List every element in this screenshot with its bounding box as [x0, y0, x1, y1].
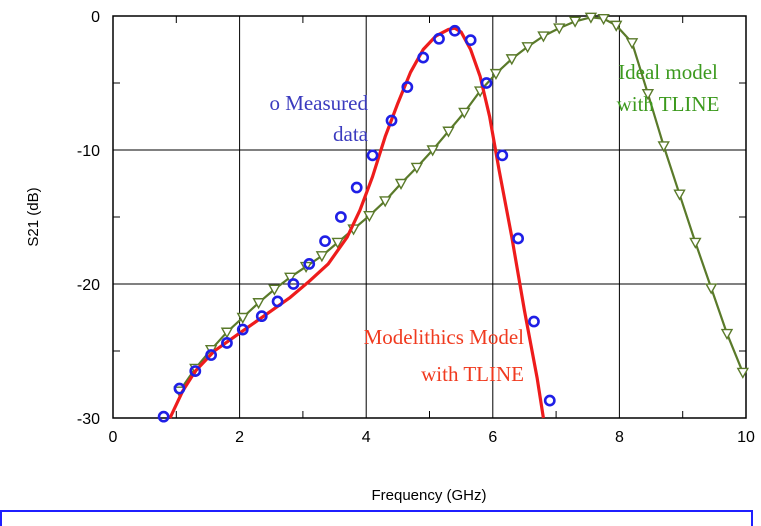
data-point	[385, 114, 398, 127]
data-point	[537, 31, 550, 43]
data-point	[189, 365, 202, 377]
data-point	[410, 162, 424, 174]
x-tick-label: 4	[362, 429, 371, 446]
data-point	[426, 145, 439, 157]
data-point	[268, 284, 281, 296]
x-tick-label: 10	[737, 429, 755, 446]
data-point	[220, 327, 234, 339]
data-point	[433, 32, 445, 45]
y-tick-label: 0	[91, 9, 100, 26]
data-point	[221, 337, 233, 349]
y-axis-label: S21 (dB)	[25, 187, 42, 246]
data-point	[448, 24, 461, 37]
annotations: o Measured data Ideal model with TLINE Model…	[269, 60, 719, 386]
data-point	[394, 178, 408, 190]
data-point	[236, 312, 249, 324]
series-none	[168, 26, 545, 419]
data-point	[512, 232, 525, 245]
x-axis-label: Frequency (GHz)	[371, 487, 486, 504]
x-tick-label: 8	[615, 429, 624, 446]
x-tick-label: 6	[488, 429, 497, 446]
y-tick-label: -20	[77, 277, 100, 294]
series-line	[168, 26, 545, 419]
data-point	[480, 77, 493, 89]
data-point	[625, 38, 639, 50]
data-point	[417, 51, 430, 64]
data-point	[505, 54, 518, 66]
data-point	[464, 34, 477, 47]
data-point	[255, 310, 268, 323]
y-tick-label: -30	[77, 411, 100, 428]
data-point	[610, 20, 623, 32]
data-point	[157, 410, 170, 423]
annotation-measured: o Measured	[269, 91, 368, 115]
data-point	[704, 283, 718, 295]
data-point	[363, 210, 376, 223]
data-point	[528, 315, 540, 328]
series-circle	[157, 24, 556, 423]
data-point	[287, 278, 300, 290]
data-point	[331, 237, 344, 249]
annotation-ideal: with TLINE	[617, 92, 720, 116]
data-point	[496, 149, 509, 162]
data-point	[379, 196, 392, 208]
data-point	[641, 89, 655, 101]
data-point	[553, 23, 566, 35]
annotation-measured: data	[333, 122, 369, 146]
bottom-frame	[0, 510, 753, 526]
data-point	[284, 272, 297, 284]
series	[157, 12, 750, 423]
data-point	[689, 237, 702, 249]
annotation-modelithics: with TLINE	[421, 362, 524, 386]
data-point	[173, 382, 186, 395]
data-point	[736, 367, 750, 379]
data-point	[350, 181, 363, 194]
data-point	[401, 81, 414, 93]
y-tick-label: -10	[77, 143, 100, 160]
data-point	[334, 211, 347, 223]
data-point	[442, 126, 455, 138]
data-point	[568, 16, 582, 28]
x-tick-label: 0	[109, 429, 118, 446]
data-point	[521, 42, 534, 54]
data-point	[720, 328, 734, 341]
data-point	[673, 189, 686, 201]
data-point	[252, 298, 265, 310]
data-point	[597, 13, 610, 26]
data-point	[584, 12, 598, 24]
annotation-modelithics: Modelithics Model	[364, 325, 525, 349]
data-point	[271, 295, 284, 308]
data-point	[315, 251, 329, 263]
data-point	[319, 235, 331, 248]
annotation-ideal: Ideal model	[618, 60, 718, 84]
data-point	[366, 149, 379, 162]
data-point	[489, 68, 503, 81]
data-point	[303, 257, 316, 270]
data-point	[236, 323, 249, 336]
data-point	[458, 107, 471, 119]
data-point	[543, 394, 556, 407]
x-tick-label: 2	[235, 429, 244, 446]
data-point	[205, 349, 218, 361]
data-point	[657, 141, 670, 153]
ticks: 0 2 4 6 8 10 0 -10 -20 -30	[77, 9, 755, 446]
